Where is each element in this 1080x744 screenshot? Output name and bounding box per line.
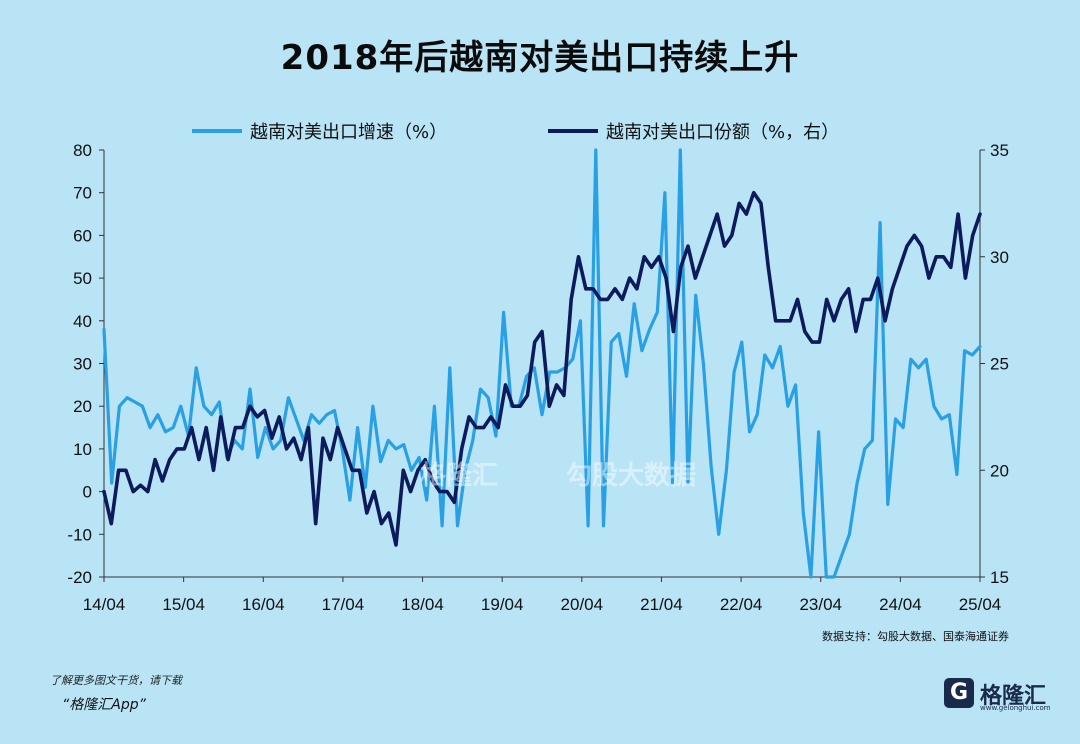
x-tick-label: 16/04 [242, 595, 285, 614]
x-tick-label: 17/04 [322, 595, 365, 614]
y-tick-label-left: -20 [67, 568, 92, 587]
chart-axes: 80 70 60 50 40 30 20 10 0 -10 -20 35 30 25 20 15 14/04 15… [67, 141, 1009, 614]
chart-series [102, 148, 982, 579]
y-tick-label-right: 20 [990, 461, 1009, 480]
y-tick-label-right: 35 [990, 141, 1009, 160]
logo-url: www.gelonghui.com [980, 704, 1051, 712]
legend-label-share: 越南对美出口份额（%，右） [606, 122, 839, 143]
x-tick-label: 15/04 [162, 595, 205, 614]
logo-name: 格隆汇 [980, 684, 1047, 709]
x-tick-label: 19/04 [481, 595, 524, 614]
x-tick-label: 21/04 [640, 595, 683, 614]
series-line-share [102, 190, 982, 547]
y-tick-label-right: 15 [990, 568, 1009, 587]
y-tick-label-right: 30 [990, 248, 1009, 267]
x-tick-label: 20/04 [561, 595, 604, 614]
x-tick-label: 24/04 [879, 595, 922, 614]
logo-mark-icon: G [944, 678, 974, 708]
watermark-right: 勾股大数据 [566, 461, 697, 491]
y-tick-label-left: 40 [73, 312, 92, 331]
y-tick-label-right: 25 [990, 355, 1009, 374]
x-tick-label: 18/04 [401, 595, 444, 614]
y-tick-label-left: 60 [73, 226, 92, 245]
watermark-left: 格隆汇 [420, 461, 499, 491]
y-tick-label-left: 10 [73, 440, 92, 459]
x-tick-label: 22/04 [720, 595, 763, 614]
y-tick-label-left: -10 [67, 525, 92, 544]
x-tick-label: 14/04 [83, 595, 126, 614]
app-name: “格隆汇App” [62, 697, 146, 713]
x-tick-label: 23/04 [799, 595, 842, 614]
promo-text: 了解更多图文干货，请下载 [50, 674, 182, 687]
y-tick-label-left: 30 [73, 355, 92, 374]
y-tick-label-left: 0 [83, 483, 92, 502]
legend-label-growth: 越南对美出口增速（%） [250, 122, 447, 143]
series-line-growth [102, 148, 982, 579]
brand-logo: G 格隆汇 www.gelonghui.com [944, 678, 1054, 714]
y-tick-label-left: 80 [73, 141, 92, 160]
y-tick-label-left: 20 [73, 397, 92, 416]
source-note: 数据支持：勾股大数据、国泰海通证券 [822, 630, 1009, 643]
y-tick-label-left: 50 [73, 269, 92, 288]
y-tick-label-left: 70 [73, 184, 92, 203]
chart-legend: 越南对美出口增速（%） 越南对美出口份额（%，右） [192, 122, 839, 143]
x-tick-label: 25/04 [959, 595, 1002, 614]
chart-title: 2018年后越南对美出口持续上升 [280, 38, 800, 78]
